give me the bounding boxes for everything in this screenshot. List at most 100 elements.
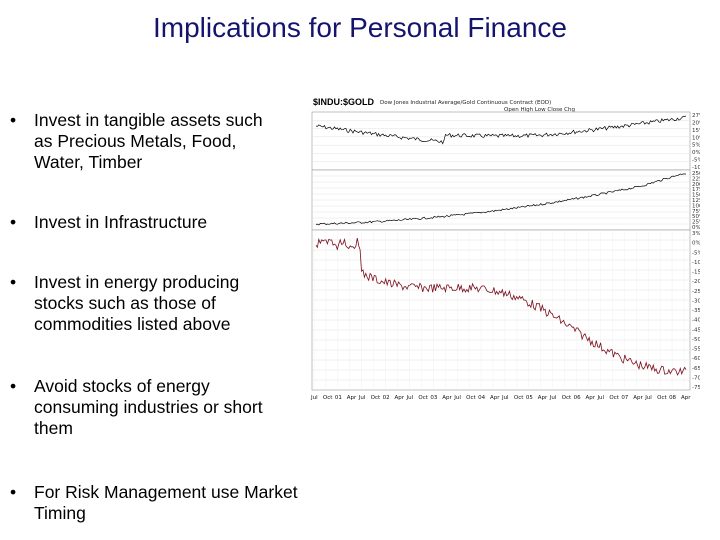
y-tick-label: -5% xyxy=(692,158,700,164)
x-tick-label: 02 xyxy=(383,395,390,401)
bullet-tangible-assets: • Invest in tangible assets such as Prec… xyxy=(10,110,263,173)
y-tick-label: 0% xyxy=(692,241,700,247)
chart-gridlines xyxy=(312,120,690,390)
bullet-line: as Precious Metals, Food, xyxy=(34,131,237,151)
y-tick-label: -10% xyxy=(692,260,700,266)
x-tick-label: Apr xyxy=(681,395,691,401)
x-tick-label: Jul xyxy=(596,395,604,401)
bullet-line: Invest in Infrastructure xyxy=(34,212,208,232)
y-tick-label: -60% xyxy=(692,356,700,362)
y-tick-label: 15% xyxy=(692,128,700,134)
bullet-avoid-energy-consuming: • Avoid stocks of energy consuming indus… xyxy=(10,376,263,439)
y-tick-label: 0% xyxy=(692,150,700,156)
bullet-marker: • xyxy=(10,272,17,292)
slide-title: Implications for Personal Finance xyxy=(153,12,567,43)
y-tick-label: -55% xyxy=(692,347,700,353)
x-tick-label: 01 xyxy=(335,395,342,401)
chart-panel-top xyxy=(311,111,691,171)
bullet-marker: • xyxy=(10,212,17,232)
x-tick-label: 06 xyxy=(574,395,581,401)
x-tick-label: 04 xyxy=(478,395,485,401)
x-tick-label: Apr xyxy=(490,395,500,401)
chart-x-axis: Jul Oct 01 Apr Jul Oct 02 Apr Jul Oct 03 Apr Jul Oct 0… xyxy=(310,395,691,401)
x-tick-label: Oct xyxy=(657,395,667,401)
x-tick-label: Apr xyxy=(538,395,548,401)
series-line-bottom xyxy=(315,237,687,376)
y-tick-label: 0% xyxy=(692,225,700,231)
bullet-energy-producing: • Invest in energy producing stocks such… xyxy=(10,272,239,335)
y-tick-label: -10% xyxy=(692,165,700,171)
x-tick-label: Jul xyxy=(310,395,318,401)
chart-series xyxy=(315,115,687,376)
y-tick-label: 175% xyxy=(692,187,700,193)
y-tick-label: 75% xyxy=(692,209,700,215)
y-tick-label: 225% xyxy=(692,176,700,182)
y-tick-label: -25% xyxy=(692,289,700,295)
y-tick-label: 20% xyxy=(692,120,700,126)
y-tick-label: 27% xyxy=(692,113,700,119)
bullet-infrastructure: • Invest in Infrastructure xyxy=(10,212,207,233)
x-tick-label: Apr xyxy=(633,395,643,401)
y-tick-label: -50% xyxy=(692,337,700,343)
x-tick-label: Apr xyxy=(586,395,596,401)
bullet-line: For Risk Management use Market xyxy=(34,482,298,502)
chart-header-info: Dow Jones Industrial Average/Gold Contin… xyxy=(380,100,551,106)
x-tick-label: Oct xyxy=(323,395,333,401)
chart-header-stats: Open High Low Close Chg xyxy=(504,107,575,113)
stock-chart-image: $INDU:$GOLD Dow Jones Industrial Average… xyxy=(308,96,700,410)
bullet-line: Water, Timber xyxy=(34,152,143,172)
y-tick-label: 25% xyxy=(692,220,700,226)
y-tick-label: 200% xyxy=(692,182,700,188)
bullet-marker: • xyxy=(10,110,17,130)
y-tick-label: -65% xyxy=(692,366,700,372)
x-tick-label: Jul xyxy=(453,395,461,401)
x-tick-label: Oct xyxy=(371,395,381,401)
bullet-marker: • xyxy=(10,376,17,396)
x-tick-label: Oct xyxy=(562,395,572,401)
x-tick-label: Jul xyxy=(549,395,557,401)
bullet-line: Avoid stocks of energy xyxy=(34,376,210,396)
bullet-line: Invest in tangible assets such xyxy=(34,110,263,130)
x-tick-label: Oct xyxy=(609,395,619,401)
series-line-top xyxy=(315,115,687,145)
y-tick-label: -15% xyxy=(692,270,700,276)
bullet-line: stocks such as those of xyxy=(34,293,216,313)
y-tick-label: -30% xyxy=(692,298,700,304)
bullet-line: them xyxy=(34,418,73,438)
bullet-line: Invest in energy producing xyxy=(34,272,240,292)
bullet-line: commodities listed above xyxy=(34,314,231,334)
y-tick-label: 150% xyxy=(692,193,700,199)
x-tick-label: Jul xyxy=(644,395,652,401)
x-tick-label: 07 xyxy=(621,395,628,401)
bullet-risk-management: • For Risk Management use Market Timing xyxy=(10,482,298,524)
chart-right-axis: 27%20%15%10%5%0%-5%-10%250%225%200%175%1… xyxy=(692,113,700,391)
x-tick-label: Jul xyxy=(358,395,366,401)
x-tick-label: Oct xyxy=(466,395,476,401)
x-tick-label: Jul xyxy=(405,395,413,401)
chart-header-title: $INDU:$GOLD xyxy=(313,97,375,107)
bullet-line: consuming industries or short xyxy=(34,397,263,417)
y-tick-label: -75% xyxy=(692,385,700,391)
bullet-marker: • xyxy=(10,482,17,502)
y-tick-label: 5% xyxy=(692,143,700,149)
y-tick-label: 125% xyxy=(692,198,700,204)
x-tick-label: Apr xyxy=(395,395,405,401)
stock-chart-svg: $INDU:$GOLD Dow Jones Industrial Average… xyxy=(310,97,700,401)
x-tick-label: 03 xyxy=(430,395,437,401)
bullet-line: Timing xyxy=(34,503,86,523)
y-tick-label: -20% xyxy=(692,279,700,285)
x-tick-label: Apr xyxy=(442,395,452,401)
x-tick-label: Oct xyxy=(418,395,428,401)
y-tick-label: 10% xyxy=(692,135,700,141)
x-tick-label: Oct xyxy=(514,395,524,401)
y-tick-label: 3% xyxy=(692,231,700,237)
x-tick-label: Apr xyxy=(347,395,357,401)
y-tick-label: -40% xyxy=(692,318,700,324)
y-tick-label: -35% xyxy=(692,308,700,314)
x-tick-label: 08 xyxy=(669,395,676,401)
y-tick-label: -70% xyxy=(692,375,700,381)
series-line-middle xyxy=(315,173,686,226)
y-tick-label: 250% xyxy=(692,171,700,177)
x-tick-label: Jul xyxy=(501,395,509,401)
y-tick-label: 100% xyxy=(692,203,700,209)
